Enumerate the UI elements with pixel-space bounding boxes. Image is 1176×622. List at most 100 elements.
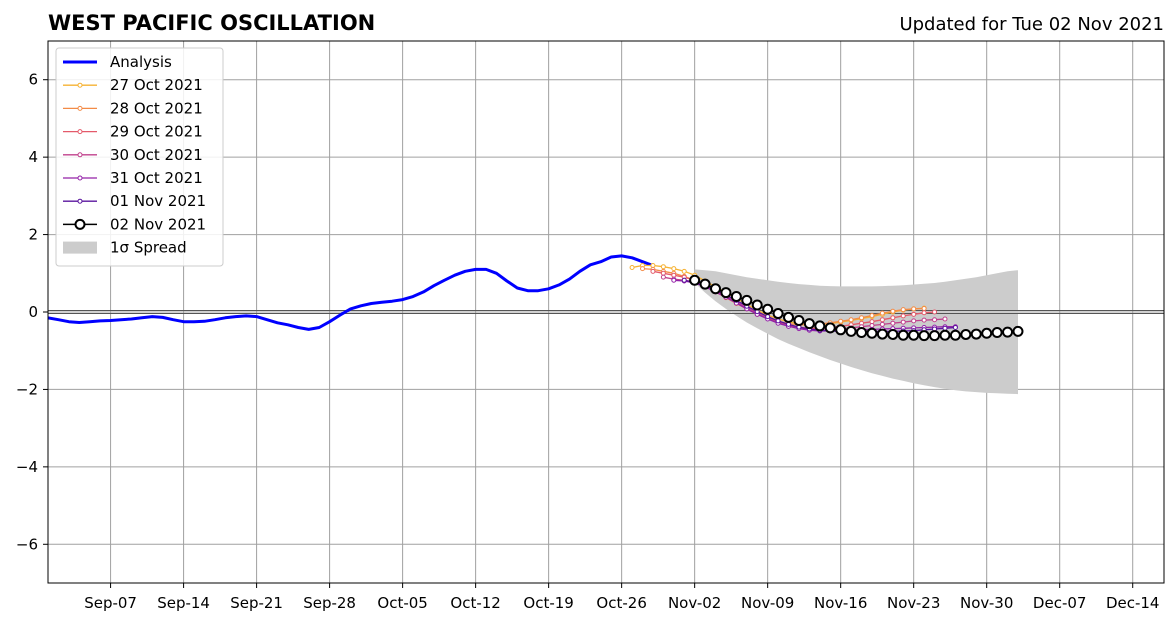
x-tick-label: Oct-12 xyxy=(450,594,500,612)
forecast-point xyxy=(981,327,993,339)
forecast-point xyxy=(629,264,635,270)
forecast-point xyxy=(775,318,781,324)
legend-label: 29 Oct 2021 xyxy=(110,123,203,141)
forecast-point xyxy=(890,315,896,321)
legend-label: 28 Oct 2021 xyxy=(110,99,203,117)
chart-title: WEST PACIFIC OSCILLATION xyxy=(48,11,375,35)
forecast-point xyxy=(890,308,896,314)
y-tick-label: 4 xyxy=(28,148,38,166)
forecast-point xyxy=(960,328,972,340)
legend-label: 27 Oct 2021 xyxy=(110,76,203,94)
forecast-point xyxy=(929,330,941,342)
legend-label: 1σ Spread xyxy=(110,239,187,257)
forecast-point xyxy=(838,318,844,324)
forecast-point xyxy=(783,311,795,323)
y-tick-label: 0 xyxy=(28,303,38,321)
x-tick-label: Sep-28 xyxy=(303,594,356,612)
forecast-point xyxy=(890,320,896,326)
forecast-point xyxy=(1002,326,1014,338)
forecast-point xyxy=(900,313,906,319)
legend-label: 01 Nov 2021 xyxy=(110,192,206,210)
forecast-point xyxy=(866,327,878,339)
y-tick-label: −4 xyxy=(16,458,38,476)
x-tick-label: Nov-30 xyxy=(960,594,1013,612)
legend-marker xyxy=(77,175,83,181)
legend-label: 31 Oct 2021 xyxy=(110,169,203,187)
series-0 xyxy=(48,254,654,331)
legend: Analysis 27 Oct 2021 28 Oct 2021 29 Oct 202… xyxy=(55,47,224,267)
forecast-point xyxy=(876,328,888,340)
forecast-point xyxy=(900,319,906,325)
forecast-point xyxy=(751,299,763,311)
forecast-point xyxy=(710,283,722,295)
forecast-point xyxy=(921,317,927,323)
y-tick-label: 6 xyxy=(28,71,38,89)
forecast-point xyxy=(1012,325,1024,337)
forecast-point xyxy=(932,317,938,323)
forecast-point xyxy=(671,277,677,283)
legend-marker xyxy=(77,82,83,88)
legend-marker xyxy=(77,129,83,135)
forecast-point xyxy=(699,278,711,290)
legend-spread-swatch xyxy=(63,241,97,254)
x-tick-label: Dec-07 xyxy=(1033,594,1087,612)
forecast-point xyxy=(887,328,899,340)
x-tick-label: Oct-19 xyxy=(523,594,573,612)
legend-marker xyxy=(77,105,83,111)
forecast-point xyxy=(720,287,732,299)
forecast-point xyxy=(921,310,927,316)
forecast-point xyxy=(689,274,701,286)
forecast-point xyxy=(939,329,951,341)
legend-box xyxy=(55,47,224,267)
x-tick-label: Sep-07 xyxy=(84,594,137,612)
forecast-point xyxy=(949,329,961,341)
forecast-point xyxy=(942,325,948,331)
analysis-line xyxy=(48,254,654,331)
plot-area: Sep-07 Sep-14 Sep-21 Sep-28 Oct-05 Oct-12 Oct-… xyxy=(16,40,1165,612)
forecast-point xyxy=(991,327,1003,339)
forecast-point xyxy=(911,311,917,317)
forecast-point xyxy=(772,308,784,320)
forecast-point xyxy=(640,266,646,272)
plot-frame xyxy=(47,40,1165,584)
forecast-point xyxy=(824,322,836,334)
forecast-point xyxy=(942,316,948,322)
forecast-point xyxy=(803,318,815,330)
forecast-point xyxy=(681,268,687,274)
forecast-point xyxy=(879,317,885,323)
legend-label: 30 Oct 2021 xyxy=(110,146,203,164)
x-tick-label: Oct-05 xyxy=(377,594,427,612)
forecast-point xyxy=(897,329,909,341)
legend-marker xyxy=(77,152,83,158)
forecast-point xyxy=(921,306,927,312)
forecast-point xyxy=(952,324,958,330)
x-tick-label: Dec-14 xyxy=(1106,594,1160,612)
forecast-point xyxy=(671,266,677,272)
x-tick-label: Sep-14 xyxy=(157,594,210,612)
forecast-point xyxy=(856,327,868,339)
forecast-point xyxy=(848,317,854,323)
forecast-point xyxy=(835,324,847,336)
legend-marker xyxy=(77,198,83,204)
forecast-point xyxy=(786,321,792,327)
x-tick-label: Sep-21 xyxy=(230,594,283,612)
forecast-point xyxy=(650,268,656,274)
forecast-point xyxy=(932,309,938,315)
forecast-point xyxy=(908,329,920,341)
forecast-point xyxy=(918,330,930,342)
forecast-point xyxy=(793,315,805,327)
y-tick-label: −6 xyxy=(16,535,38,553)
forecast-point xyxy=(730,291,742,303)
x-tick-label: Nov-09 xyxy=(741,594,794,612)
series-7 xyxy=(689,274,1024,342)
forecast-point xyxy=(900,307,906,313)
y-tick-label: −2 xyxy=(16,380,38,398)
updated-date: Updated for Tue 02 Nov 2021 xyxy=(899,14,1164,35)
forecast-point xyxy=(660,274,666,280)
forecast-point xyxy=(970,328,982,340)
legend-label: 02 Nov 2021 xyxy=(110,215,206,233)
forecast-point xyxy=(741,294,753,306)
forecast-point xyxy=(879,321,885,327)
forecast-point xyxy=(911,306,917,312)
